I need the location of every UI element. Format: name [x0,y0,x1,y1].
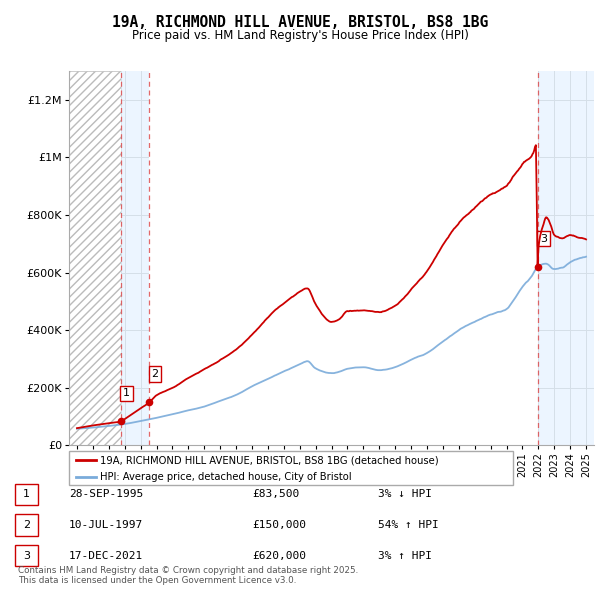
Text: HPI: Average price, detached house, City of Bristol: HPI: Average price, detached house, City… [100,473,352,483]
Text: £150,000: £150,000 [252,520,306,530]
Text: 17-DEC-2021: 17-DEC-2021 [69,551,143,560]
Bar [149,71,538,445]
Bar [121,71,149,445]
Text: Contains HM Land Registry data © Crown copyright and database right 2025.
This d: Contains HM Land Registry data © Crown c… [18,566,358,585]
Text: 10-JUL-1997: 10-JUL-1997 [69,520,143,530]
Text: 3% ↓ HPI: 3% ↓ HPI [378,490,432,499]
Text: 3: 3 [540,234,547,244]
Text: 54% ↑ HPI: 54% ↑ HPI [378,520,439,530]
Text: 19A, RICHMOND HILL AVENUE, BRISTOL, BS8 1BG (detached house): 19A, RICHMOND HILL AVENUE, BRISTOL, BS8 … [100,455,439,466]
Text: 19A, RICHMOND HILL AVENUE, BRISTOL, BS8 1BG: 19A, RICHMOND HILL AVENUE, BRISTOL, BS8 … [112,15,488,30]
Text: 3% ↑ HPI: 3% ↑ HPI [378,551,432,560]
Text: 1: 1 [23,490,30,499]
Bar [538,71,594,445]
Text: 2: 2 [23,520,30,530]
Text: 2: 2 [151,369,158,379]
Text: 28-SEP-1995: 28-SEP-1995 [69,490,143,499]
Bar [69,71,121,445]
FancyBboxPatch shape [69,451,513,485]
Text: 3: 3 [23,551,30,560]
Text: Price paid vs. HM Land Registry's House Price Index (HPI): Price paid vs. HM Land Registry's House … [131,30,469,42]
Text: £83,500: £83,500 [252,490,299,499]
Text: 1: 1 [123,388,130,398]
Text: £620,000: £620,000 [252,551,306,560]
